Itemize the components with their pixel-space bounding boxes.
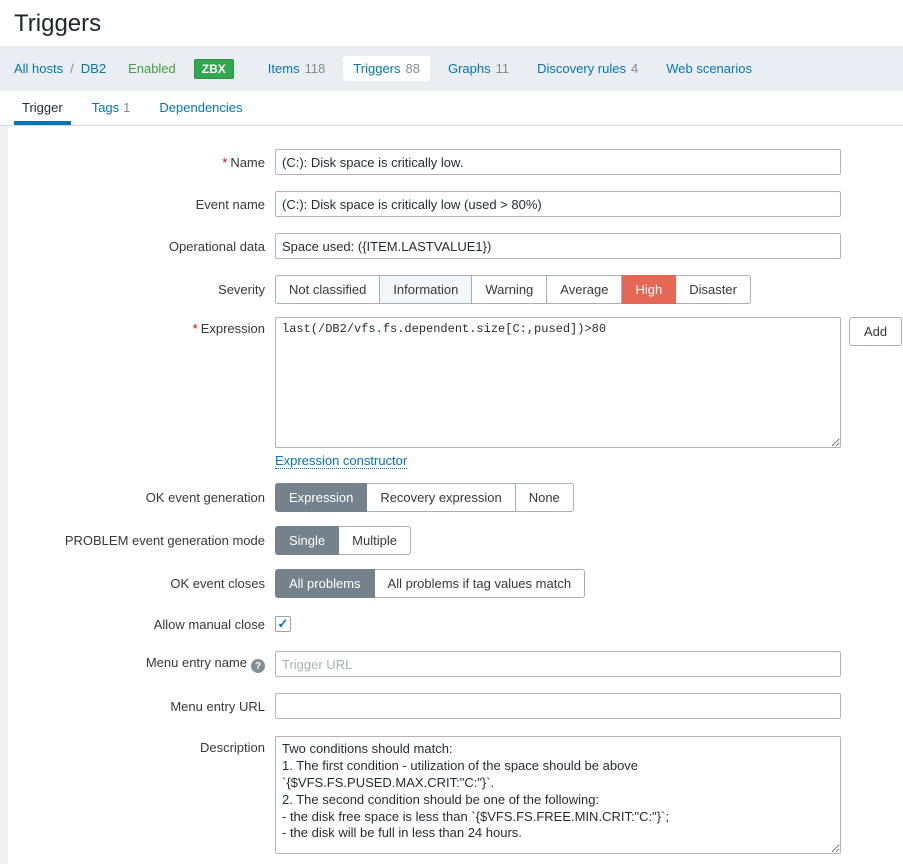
closes-all-problems-if-tag-values-match-button[interactable]: All problems if tag values match: [374, 569, 586, 598]
zbx-agent-badge: ZBX: [193, 58, 234, 79]
help-icon[interactable]: ?: [251, 659, 265, 674]
menu-entry-name-row: Menu entry name?: [8, 651, 903, 677]
nav-item-graphs[interactable]: Graphs 11: [438, 56, 519, 81]
description-row: Description Two conditions should match:…: [8, 736, 903, 854]
tab-tags-label: Tags: [91, 100, 120, 115]
severity-row: Severity Not classified Information Warn…: [8, 275, 903, 304]
ok-event-generation-row: OK event generation Expression Recovery …: [8, 483, 903, 512]
expression-row: * Expression last(/DB2/vfs.fs.dependent.s…: [8, 317, 903, 469]
description-textarea[interactable]: Two conditions should match: 1. The firs…: [275, 736, 841, 854]
expression-label: * Expression: [8, 317, 275, 336]
menu-entry-url-input[interactable]: [275, 693, 841, 719]
expression-label-text: Expression: [200, 321, 265, 336]
operational-data-row: Operational data: [8, 233, 903, 259]
name-label: * Name: [8, 155, 275, 170]
operational-data-input[interactable]: [275, 233, 841, 259]
ok-gen-recovery-expression-button[interactable]: Recovery expression: [367, 483, 516, 512]
ok-event-generation-label: OK event generation: [145, 490, 265, 505]
expression-add-button[interactable]: Add: [849, 317, 903, 346]
breadcrumb-separator: /: [70, 61, 74, 76]
expression-textarea[interactable]: last(/DB2/vfs.fs.dependent.size[C:,pused…: [275, 317, 841, 448]
severity-disaster-button[interactable]: Disaster: [676, 275, 751, 304]
severity-segmented-control: Not classified Information Warning Avera…: [275, 275, 751, 304]
event-name-row: Event name: [8, 191, 903, 217]
event-name-label: Event name: [195, 196, 265, 212]
nav-discovery-rules-count: 4: [630, 61, 639, 76]
nav-item-discovery-rules[interactable]: Discovery rules 4: [527, 56, 648, 81]
tab-trigger[interactable]: Trigger: [14, 91, 71, 125]
closes-all-problems-button[interactable]: All problems: [275, 569, 375, 598]
host-status-enabled: Enabled: [128, 61, 176, 76]
severity-high-button[interactable]: High: [622, 275, 677, 304]
operational-data-label: Operational data: [168, 238, 265, 254]
page-header: Triggers: [0, 0, 903, 46]
nav-item-web-scenarios[interactable]: Web scenarios: [656, 56, 762, 81]
problem-mode-single-button[interactable]: Single: [275, 526, 340, 555]
expression-field-group: last(/DB2/vfs.fs.dependent.size[C:,pused…: [275, 317, 903, 469]
problem-event-generation-mode-label: PROBLEM event generation mode: [64, 533, 265, 548]
allow-manual-close-checkbox[interactable]: ✓: [275, 616, 291, 632]
nav-item-triggers[interactable]: Triggers 88: [343, 56, 430, 81]
menu-entry-name-label: Menu entry name?: [8, 655, 275, 674]
ok-event-closes-row: OK event closes All problems All problem…: [8, 569, 903, 598]
trigger-tab-bar: Trigger Tags 1 Dependencies: [0, 91, 903, 126]
name-input[interactable]: [275, 149, 841, 175]
event-name-input[interactable]: [275, 191, 841, 217]
severity-information-button[interactable]: Information: [380, 275, 473, 304]
required-asterisk: *: [192, 321, 198, 336]
allow-manual-close-label: Allow manual close: [153, 616, 265, 632]
ok-event-generation-segmented-control: Expression Recovery expression None: [275, 483, 574, 512]
tab-dependencies[interactable]: Dependencies: [159, 100, 243, 115]
problem-mode-segmented-control: Single Multiple: [275, 526, 411, 555]
menu-entry-url-row: Menu entry URL: [8, 693, 903, 719]
ok-gen-none-button[interactable]: None: [515, 483, 574, 512]
menu-entry-name-input[interactable]: [275, 651, 841, 677]
trigger-form: *Name Event name Operational data Severi…: [8, 126, 903, 864]
nav-graphs-link[interactable]: Graphs: [447, 61, 491, 76]
ok-event-closes-segmented-control: All problems All problems if tag values …: [275, 569, 586, 598]
allow-manual-close-row: Allow manual close ✓: [8, 616, 903, 632]
required-asterisk: *: [222, 154, 228, 170]
nav-items-link[interactable]: Items: [267, 61, 300, 76]
tab-tags[interactable]: Tags 1: [84, 91, 139, 125]
severity-warning-button[interactable]: Warning: [472, 275, 548, 304]
expression-constructor-link[interactable]: Expression constructor: [275, 453, 408, 469]
name-label-text: Name: [230, 154, 265, 170]
severity-label: Severity: [218, 282, 265, 297]
menu-entry-name-label-text: Menu entry name: [145, 654, 247, 670]
nav-discovery-rules-link[interactable]: Discovery rules: [537, 61, 626, 76]
description-label: Description: [199, 740, 265, 755]
left-gutter: [0, 126, 8, 864]
nav-items-count: 118: [304, 61, 326, 76]
ok-gen-expression-button[interactable]: Expression: [275, 483, 368, 512]
nav-item-items[interactable]: Items 118: [258, 56, 336, 81]
problem-event-generation-mode-row: PROBLEM event generation mode Single Mul…: [8, 526, 903, 555]
check-icon: ✓: [277, 616, 289, 631]
severity-not-classified-button[interactable]: Not classified: [275, 275, 381, 304]
breadcrumb-host-link[interactable]: DB2: [80, 61, 107, 76]
nav-graphs-count: 11: [495, 61, 510, 76]
severity-average-button[interactable]: Average: [547, 275, 623, 304]
host-breadcrumb-bar: All hosts / DB2 Enabled ZBX Items 118 Tr…: [0, 46, 903, 91]
menu-entry-url-label: Menu entry URL: [170, 698, 265, 714]
nav-triggers-link[interactable]: Triggers: [353, 61, 401, 76]
nav-web-scenarios-link[interactable]: Web scenarios: [666, 61, 752, 76]
name-row: * Name: [8, 149, 903, 175]
breadcrumb-all-hosts-link[interactable]: All hosts: [14, 61, 64, 76]
ok-event-closes-label: OK event closes: [170, 576, 265, 591]
problem-mode-multiple-button[interactable]: Multiple: [339, 526, 411, 555]
page-title: Triggers: [14, 10, 102, 37]
nav-triggers-count: 88: [405, 61, 420, 76]
tab-tags-count: 1: [123, 100, 131, 115]
host-nav-links: Items 118 Triggers 88 Graphs 11 Discover…: [258, 56, 770, 81]
